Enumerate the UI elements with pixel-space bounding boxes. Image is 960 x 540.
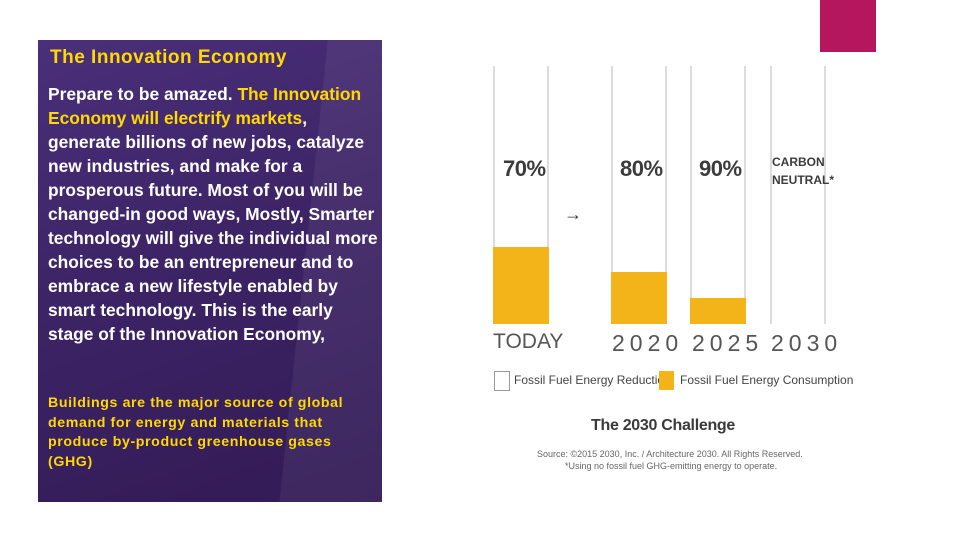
accent-block [820, 0, 876, 52]
bar-2020-fill [611, 272, 667, 324]
pct-2025: 90% [699, 156, 742, 181]
legend-consumption-label: Fossil Fuel Energy Consumption [680, 373, 854, 387]
body-highlight: The Innovation Economy will electrify ma… [48, 84, 362, 128]
year-2030: 2030 [771, 330, 843, 356]
legend-reduction-swatch [494, 371, 510, 391]
pct-2030: CARBON NEUTRAL* [772, 153, 834, 189]
bar-2020 [611, 66, 667, 324]
bar-today [493, 66, 549, 324]
bar-2025 [690, 66, 746, 324]
source-line1: Source: ©2015 2030, Inc. / Architecture … [537, 449, 803, 459]
source-note: Source: ©2015 2030, Inc. / Architecture … [537, 448, 803, 472]
infographic-title: The 2030 Challenge [591, 417, 735, 434]
pct-today: 70% [503, 156, 546, 181]
source-line2: *Using no fossil fuel GHG-emitting energ… [565, 461, 778, 471]
bar-2030 [770, 66, 826, 324]
slide-title: The Innovation Economy [50, 47, 287, 68]
buildings-note: Buildings are the major source of global… [48, 395, 344, 470]
year-today: TODAY [493, 330, 564, 353]
body-paragraph: Prepare to be amazed. The Innovation Eco… [48, 82, 378, 346]
bar-2025-fill [690, 298, 746, 324]
body-rest: , generate billions of new jobs, catalyz… [48, 108, 378, 344]
carbon-line2: NEUTRAL* [772, 173, 834, 187]
text-panel [38, 40, 382, 502]
arrow-icon: → [564, 204, 582, 224]
year-2020: 2020 [612, 330, 684, 356]
pct-2020: 80% [620, 156, 663, 181]
year-2025: 2025 [692, 330, 764, 356]
legend-reduction-label: Fossil Fuel Energy Reduction [514, 373, 671, 387]
legend-consumption-swatch [659, 371, 674, 390]
carbon-line1: CARBON [772, 155, 825, 169]
bar-today-fill [493, 246, 549, 324]
body-intro: Prepare to be amazed. [48, 84, 238, 104]
